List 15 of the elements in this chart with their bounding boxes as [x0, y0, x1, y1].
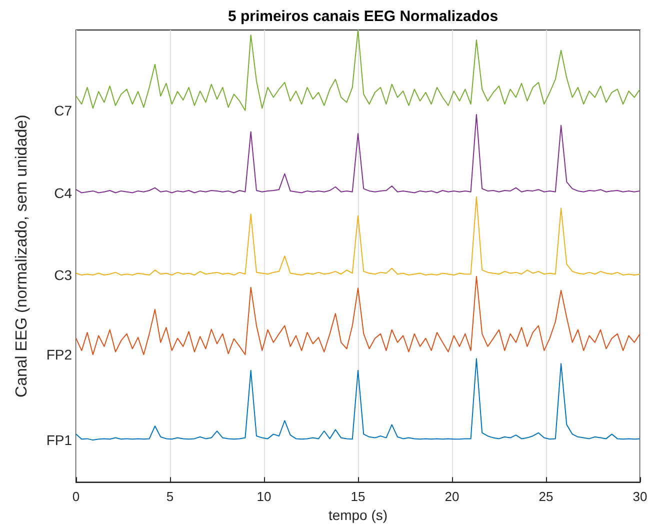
x-tick-label: 5: [166, 489, 174, 504]
x-tick-label: 0: [72, 489, 80, 504]
series-label: C3: [54, 267, 72, 284]
series-label: FP1: [46, 432, 72, 448]
x-axis-title: tempo (s): [328, 507, 388, 523]
x-tick-label: 25: [538, 489, 554, 504]
x-tick-label: 10: [256, 489, 272, 504]
x-tick-label: 15: [350, 489, 366, 504]
y-axis-title: Canal EEG (normalizado, sem unidade): [14, 114, 30, 398]
series-label: C4: [54, 184, 72, 201]
series-label: C7: [54, 102, 72, 118]
x-tick-label: 30: [632, 489, 648, 504]
x-tick-label: 20: [444, 489, 460, 504]
series-label: FP2: [46, 346, 72, 363]
chart-title: 5 primeiros canais EEG Normalizados: [228, 8, 498, 25]
